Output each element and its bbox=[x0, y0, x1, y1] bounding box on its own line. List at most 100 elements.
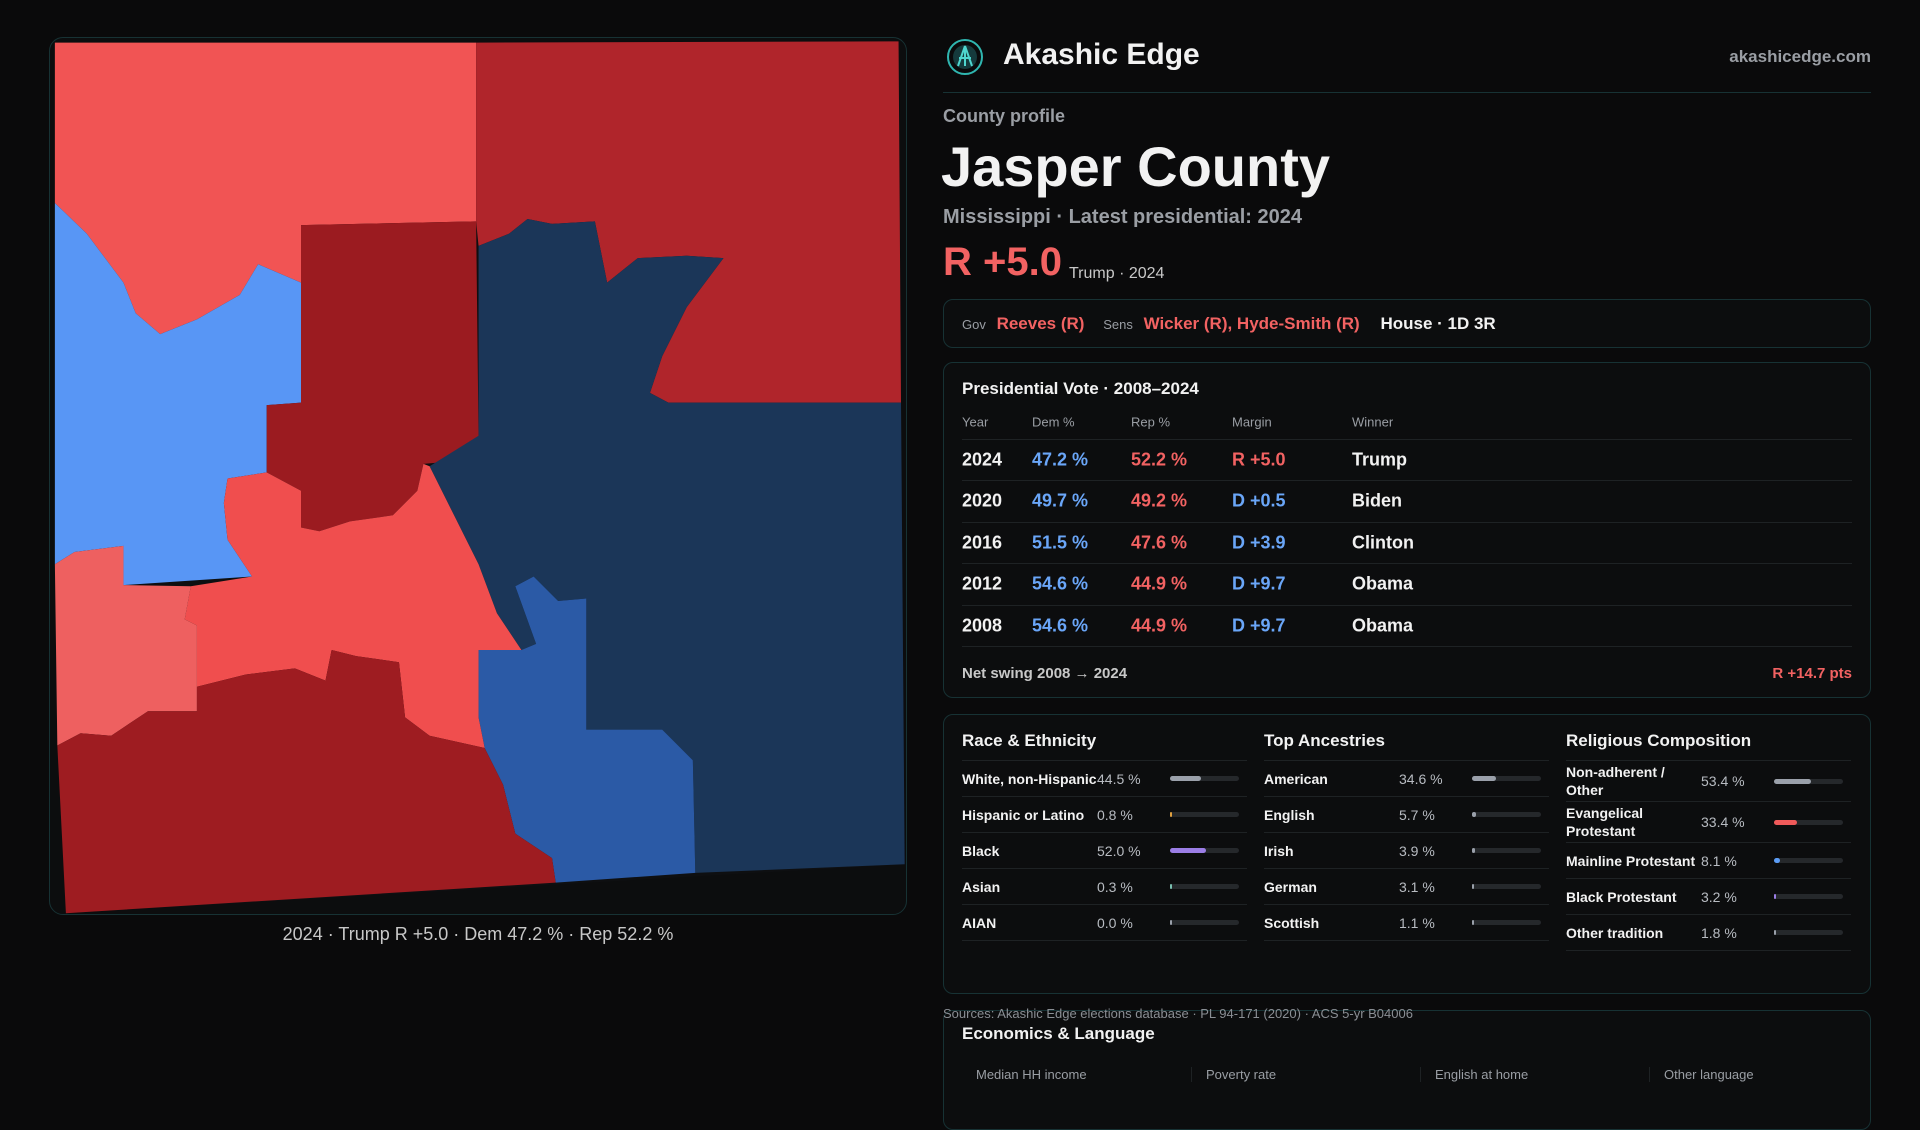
demo-value: 3.9 % bbox=[1399, 842, 1435, 859]
vote-cell: D +3.9 bbox=[1232, 532, 1286, 552]
vote-cell: Obama bbox=[1352, 615, 1414, 635]
bar-track bbox=[1472, 920, 1541, 925]
bar-track bbox=[1170, 812, 1239, 817]
demo-name: AIAN bbox=[962, 914, 997, 931]
logo bbox=[947, 39, 983, 75]
demo-value: 3.2 % bbox=[1701, 888, 1737, 905]
demo-name: Black Protestant bbox=[1566, 888, 1677, 905]
demo-value: 53.4 % bbox=[1701, 773, 1745, 789]
column-header: Year bbox=[962, 414, 989, 430]
county-name: Jasper County bbox=[941, 135, 1330, 198]
vote-cell: 51.5 % bbox=[1032, 532, 1089, 552]
bar-track bbox=[1472, 884, 1541, 889]
demo-name: American bbox=[1264, 770, 1328, 787]
demo-row: White, non-Hispanic 44.5 % bbox=[962, 761, 1247, 797]
demo-value: 1.8 % bbox=[1701, 924, 1737, 941]
vote-row: 2020 49.7 % 49.2 % D +0.5 Biden bbox=[962, 481, 1852, 523]
bar bbox=[1170, 920, 1172, 925]
vote-cell: 2020 bbox=[962, 490, 1003, 511]
vote-cell: Clinton bbox=[1352, 532, 1414, 552]
economics-column: Other language bbox=[1649, 1067, 1864, 1082]
vote-cell: D +9.7 bbox=[1232, 573, 1286, 594]
bar bbox=[1170, 884, 1172, 889]
margin: R +5.0 bbox=[943, 240, 1062, 284]
swing-label: Net swing 2008 → 2024 bbox=[962, 665, 1128, 682]
demo-name: White, non-Hispanic bbox=[962, 770, 1097, 787]
demo-row: Asian 0.3 % bbox=[962, 869, 1247, 905]
bar bbox=[1170, 776, 1201, 781]
column-header: Winner bbox=[1352, 414, 1394, 430]
column-header: Margin bbox=[1232, 414, 1272, 430]
demo-value: 0.8 % bbox=[1097, 806, 1133, 823]
bar bbox=[1472, 884, 1475, 889]
demo-name: Other tradition bbox=[1566, 924, 1664, 941]
economics-title: Economics & Language bbox=[962, 1024, 1155, 1043]
sens: Wicker (R), Hyde-Smith (R) bbox=[1143, 314, 1360, 333]
demo-value: 34.6 % bbox=[1399, 770, 1443, 787]
gov-label: Gov bbox=[962, 317, 986, 332]
demo-name: Non-adherent / Other bbox=[1566, 764, 1665, 798]
economics: Economics & Language Median HH income Pov… bbox=[943, 1010, 1871, 1130]
panel: Top Ancestries American 34.6 % English 5.7 %… bbox=[1264, 715, 1549, 941]
sens-label: Sens bbox=[1103, 317, 1133, 332]
bar-track bbox=[1170, 920, 1239, 925]
site[interactable]: akashicedge.com bbox=[1729, 47, 1871, 66]
bar-track bbox=[1170, 884, 1239, 889]
demo-name: Evangelical Protestant bbox=[1566, 805, 1644, 839]
economics-column: English at home bbox=[1420, 1067, 1635, 1082]
bar bbox=[1472, 848, 1475, 853]
demo-row: English 5.7 % bbox=[1264, 797, 1549, 833]
officials-line: Gov Reeves (R) Sens Wicker (R), Hyde-Smi… bbox=[962, 314, 1496, 334]
vote-cell: 44.9 % bbox=[1131, 615, 1188, 635]
vote-cell: 49.2 % bbox=[1131, 490, 1188, 511]
vote-cell: 2008 bbox=[962, 615, 1003, 635]
demo-row: Black 52.0 % bbox=[962, 833, 1247, 869]
swing-row: Net swing 2008 → 2024 R +14.7 pts bbox=[962, 665, 1852, 682]
vote-cell: 44.9 % bbox=[1131, 573, 1188, 594]
column-header: Dem % bbox=[1032, 414, 1075, 430]
vote-cell: Trump bbox=[1352, 449, 1408, 469]
bar bbox=[1170, 812, 1172, 817]
bar-track bbox=[1170, 848, 1239, 853]
vote-cell: 2024 bbox=[962, 449, 1003, 469]
demo-row: Non-adherent / Other 53.4 % bbox=[1566, 761, 1851, 802]
vote-cell: D +0.5 bbox=[1232, 490, 1286, 511]
demo-value: 33.4 % bbox=[1701, 814, 1745, 830]
economics-column: Poverty rate bbox=[1191, 1067, 1406, 1082]
demo-name: Asian bbox=[962, 878, 1001, 895]
panel: Race & Ethnicity White, non-Hispanic 44.5 … bbox=[962, 715, 1247, 941]
bar bbox=[1774, 778, 1811, 784]
vote-cell: 2016 bbox=[962, 532, 1003, 552]
column-header: Rep % bbox=[1131, 414, 1171, 430]
demo-row: Hispanic or Latino 0.8 % bbox=[962, 797, 1247, 833]
subtitle: Mississippi · Latest presidential: 2024 bbox=[943, 206, 1303, 228]
bar-track bbox=[1774, 778, 1843, 784]
panel-title: Religious Composition bbox=[1566, 715, 1851, 761]
demo-row: Irish 3.9 % bbox=[1264, 833, 1549, 869]
bar bbox=[1472, 812, 1476, 817]
bar-track bbox=[1774, 930, 1843, 935]
bar bbox=[1170, 848, 1206, 853]
demo-name: Black bbox=[962, 842, 1000, 859]
demo-row: Other tradition 1.8 % bbox=[1566, 915, 1851, 951]
demo-value: 1.1 % bbox=[1399, 914, 1435, 931]
map-frame bbox=[49, 37, 907, 915]
demo-row: Mainline Protestant 8.1 % bbox=[1566, 843, 1851, 879]
swing: R +14.7 pts bbox=[1772, 665, 1852, 682]
demo-value: 3.1 % bbox=[1399, 878, 1435, 895]
bar bbox=[1774, 930, 1776, 935]
vote-cell: 49.7 % bbox=[1032, 490, 1089, 511]
demo-name: Mainline Protestant bbox=[1566, 852, 1696, 869]
vote-row: 2008 54.6 % 44.9 % D +9.7 Obama bbox=[962, 605, 1852, 647]
bar bbox=[1774, 894, 1777, 899]
officials: Gov Reeves (R) Sens Wicker (R), Hyde-Smi… bbox=[943, 299, 1871, 348]
demo-name: German bbox=[1264, 878, 1317, 895]
demo-name: Irish bbox=[1264, 842, 1294, 859]
vote-cell: 47.2 % bbox=[1032, 449, 1089, 469]
vote-cell: 47.6 % bbox=[1131, 532, 1188, 552]
page: 2024 · Trump R +5.0 · Dem 47.2 % · Rep 5… bbox=[49, 37, 1871, 1130]
demo-value: 0.0 % bbox=[1097, 914, 1133, 931]
house: House · 1D 3R bbox=[1380, 314, 1496, 333]
vote-cell: 54.6 % bbox=[1032, 573, 1089, 594]
vote-row: 2012 54.6 % 44.9 % D +9.7 Obama bbox=[962, 564, 1852, 606]
